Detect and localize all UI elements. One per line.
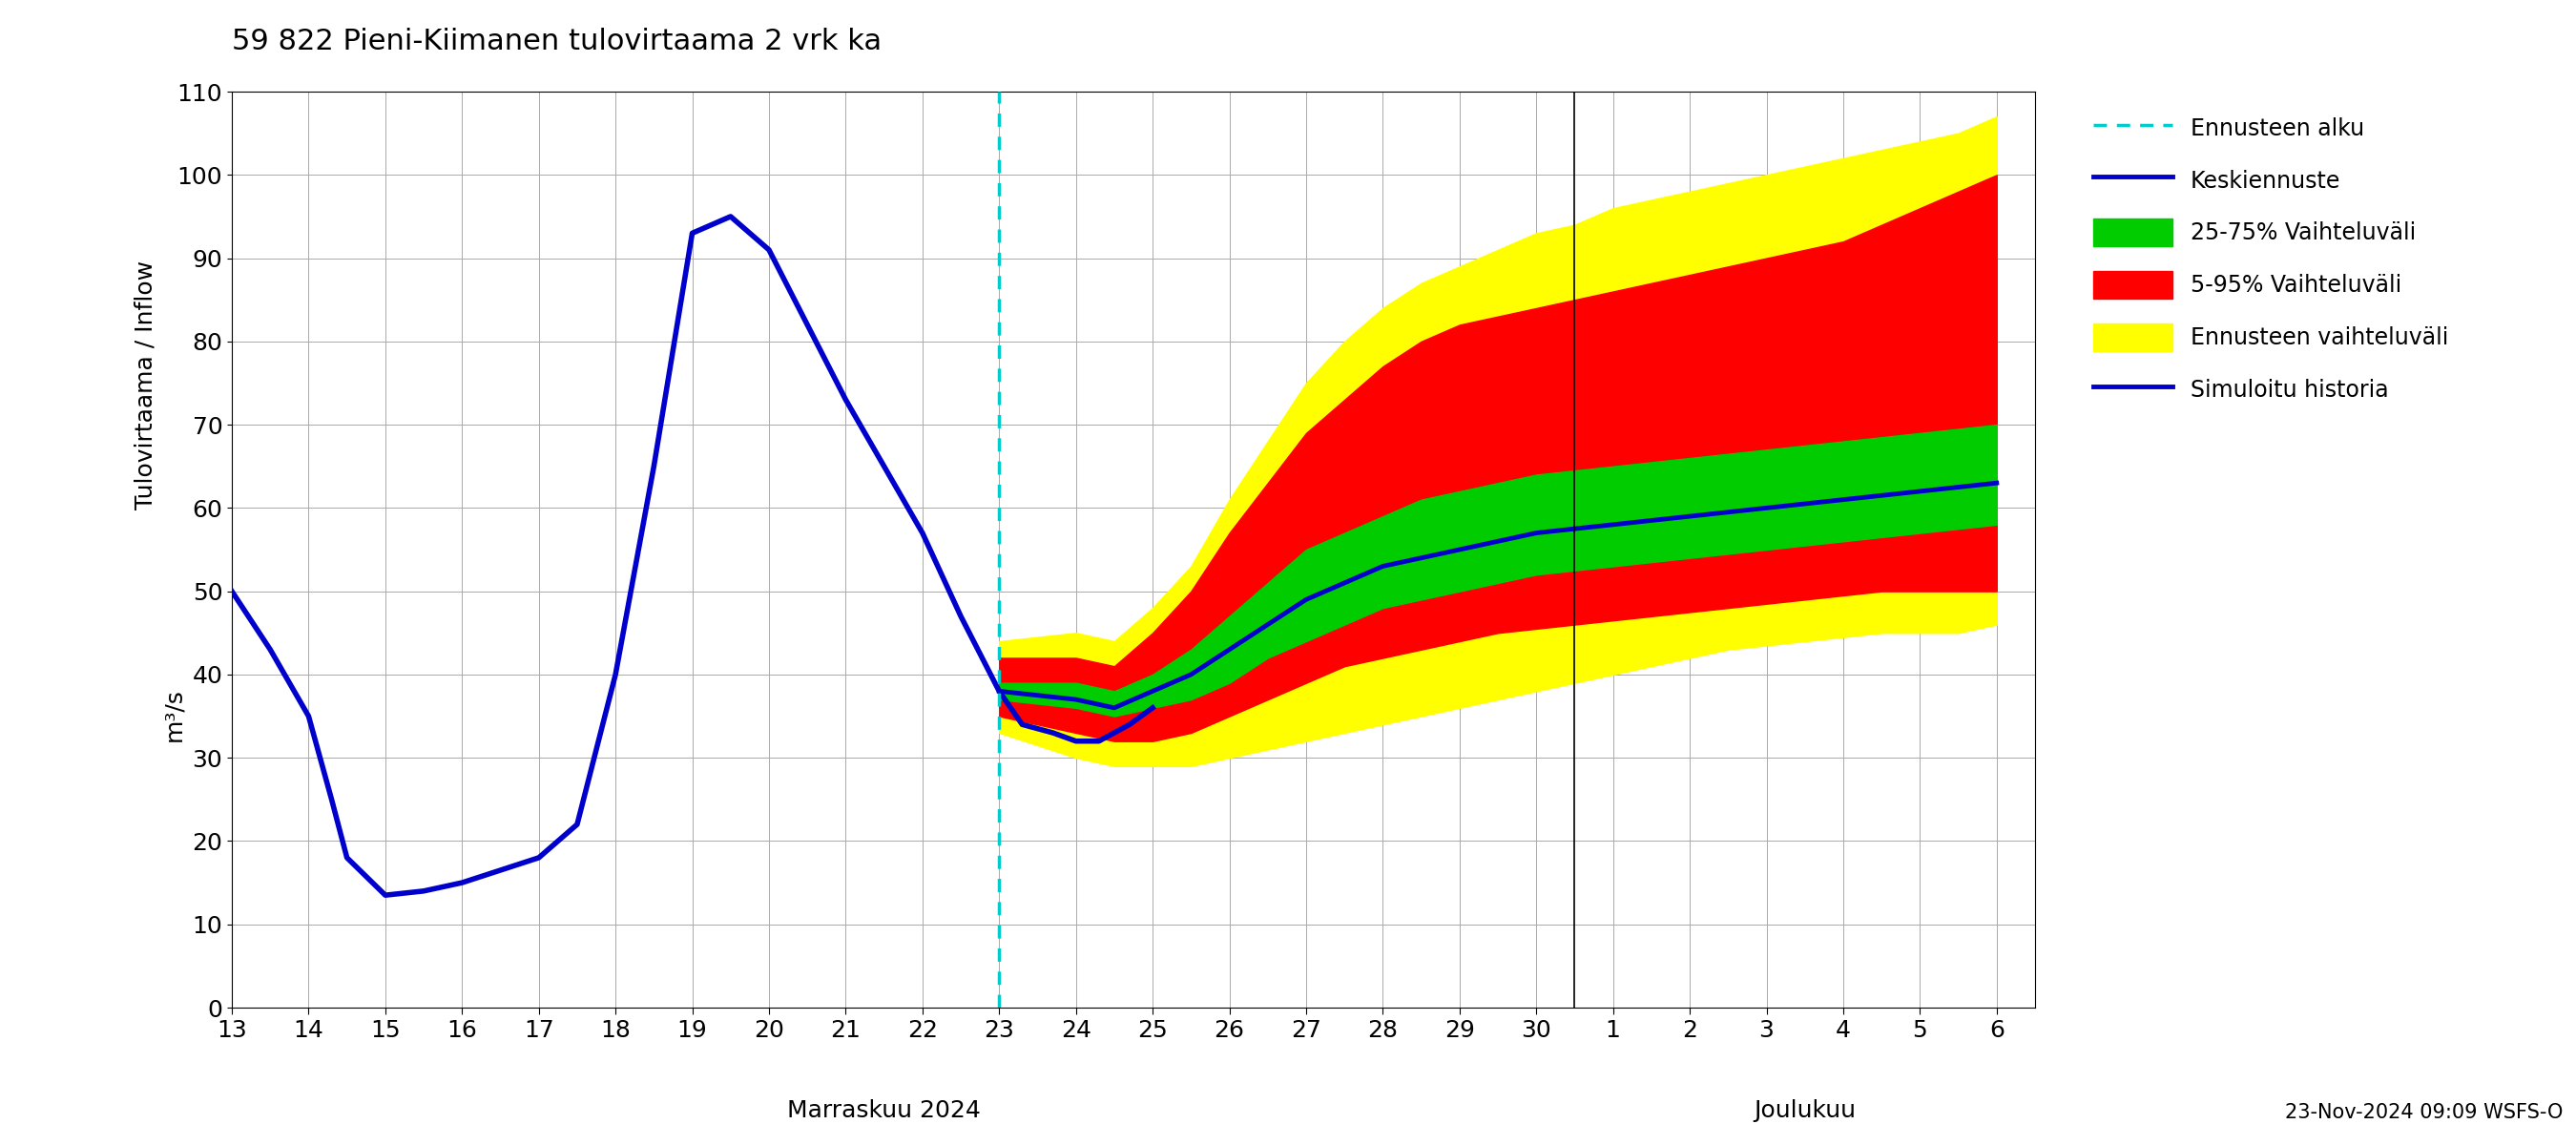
Text: m³/s: m³/s (162, 688, 185, 741)
Text: Joulukuu: Joulukuu (1754, 1099, 1855, 1122)
Text: Marraskuu 2024: Marraskuu 2024 (788, 1099, 981, 1122)
Legend: Ennusteen alku, Keskiennuste, 25-75% Vaihteluväli, 5-95% Vaihteluväli, Ennusteen: Ennusteen alku, Keskiennuste, 25-75% Vai… (2081, 103, 2460, 414)
Text: 59 822 Pieni-Kiimanen tulovirtaama 2 vrk ka: 59 822 Pieni-Kiimanen tulovirtaama 2 vrk… (232, 27, 881, 55)
Text: 23-Nov-2024 09:09 WSFS-O: 23-Nov-2024 09:09 WSFS-O (2285, 1103, 2563, 1122)
Text: Tulovirtaama / Inflow: Tulovirtaama / Inflow (134, 260, 157, 510)
